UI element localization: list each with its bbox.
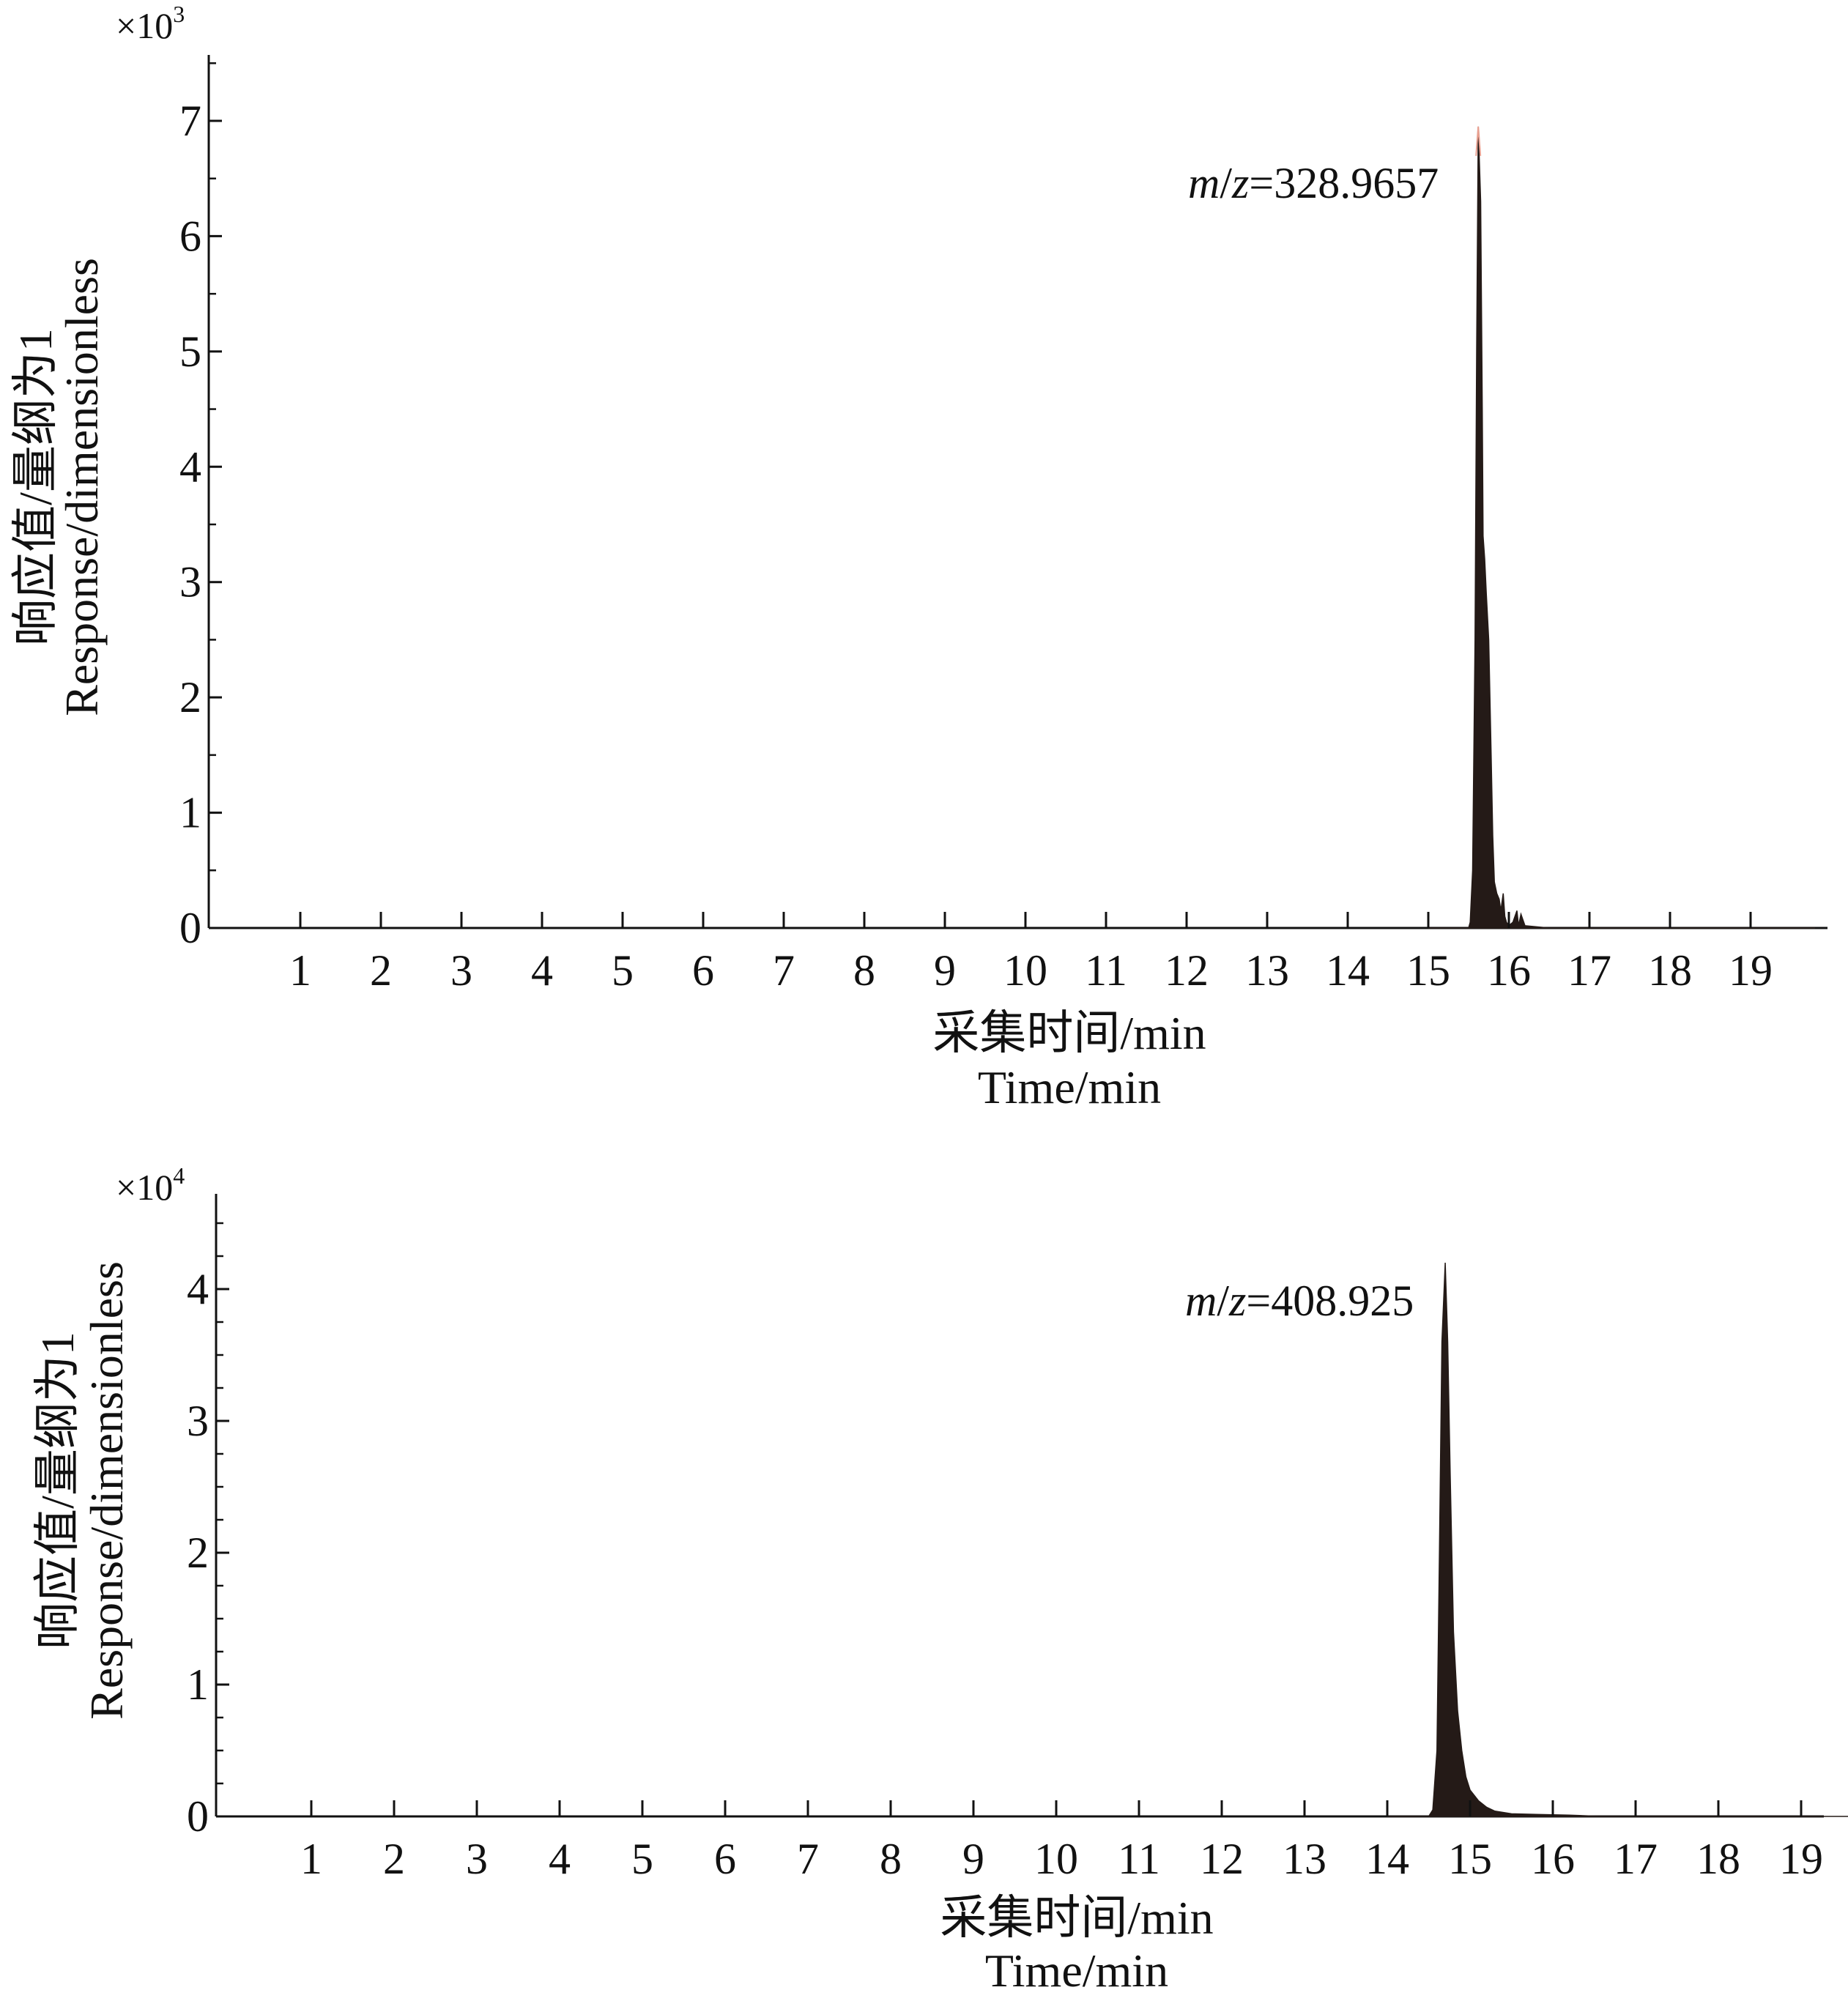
chart-2-x-ticks: 1 2 3 4 5 6 7 8 9 10 11 12 13 14 15 16 17 18 19 — [300, 1800, 1823, 1883]
x-tick-label: 12 — [1200, 1835, 1244, 1883]
y-tick-label: 1 — [179, 789, 201, 837]
chart-1-annotation: m/z=328.9657 — [1188, 159, 1439, 207]
x-tick-label: 5 — [631, 1835, 653, 1883]
x-tick-label: 10 — [1034, 1835, 1078, 1883]
chart-2-annotation: m/z=408.925 — [1185, 1277, 1414, 1325]
x-tick-label: 1 — [289, 946, 311, 995]
y-tick-label: 4 — [187, 1265, 209, 1313]
x-tick-label: 17 — [1614, 1835, 1658, 1883]
chart-1-ylabel-en: Response/dimensionless — [56, 258, 108, 716]
chart-1-peak-area — [1428, 126, 1815, 929]
x-tick-label: 14 — [1365, 1835, 1409, 1883]
y-tick-label: 2 — [179, 673, 201, 721]
x-tick-label: 3 — [450, 946, 472, 995]
y-tick-label: 6 — [179, 212, 201, 260]
x-tick-label: 9 — [962, 1835, 984, 1883]
chart-1-peak-tip — [1475, 126, 1482, 156]
x-tick-label: 6 — [714, 1835, 736, 1883]
x-tick-label: 5 — [612, 946, 634, 995]
chart-2-xlabel-cn: 采集时间/min — [940, 1892, 1213, 1944]
x-tick-label: 18 — [1696, 1835, 1740, 1883]
chart-2-y-multiplier: ×104 — [116, 1162, 185, 1208]
x-tick-label: 13 — [1245, 946, 1289, 995]
y-tick-label: 4 — [179, 442, 201, 491]
x-tick-label: 12 — [1165, 946, 1209, 995]
y-tick-label: 5 — [179, 327, 201, 376]
x-tick-label: 2 — [370, 946, 392, 995]
chart-1-y-multiplier: ×103 — [116, 1, 185, 46]
x-tick-label: 8 — [853, 946, 875, 995]
chart-2-ylabel-cn: 响应值/量纲为1 — [31, 1332, 84, 1649]
chart-2-axes — [215, 1194, 1824, 1818]
x-tick-label: 6 — [692, 946, 714, 995]
x-tick-label: 17 — [1567, 946, 1611, 995]
chart-2-xlabel-en: Time/min — [985, 1945, 1168, 1990]
chart-2-y-ticks: 0 1 2 3 4 — [187, 1222, 229, 1841]
x-tick-label: 1 — [300, 1835, 322, 1883]
chart-1-y-ticks: 0 1 2 3 4 5 6 7 — [179, 62, 222, 952]
y-tick-label: 2 — [187, 1529, 209, 1577]
x-tick-label: 11 — [1118, 1835, 1160, 1883]
y-tick-label: 3 — [187, 1397, 209, 1445]
y-tick-label: 1 — [187, 1660, 209, 1709]
x-tick-label: 3 — [466, 1835, 488, 1883]
x-tick-label: 2 — [383, 1835, 405, 1883]
chart-1-ylabel-cn: 响应值/量纲为1 — [10, 328, 62, 646]
chart-2-peak-area — [1387, 1262, 1848, 1817]
x-tick-label: 8 — [880, 1835, 902, 1883]
chart-1-xlabel-cn: 采集时间/min — [932, 1007, 1206, 1059]
x-tick-label: 4 — [531, 946, 553, 995]
x-tick-label: 13 — [1283, 1835, 1326, 1883]
x-tick-label: 7 — [797, 1835, 819, 1883]
chart-2-ylabel-en: Response/dimensionless — [81, 1261, 133, 1720]
x-tick-label: 15 — [1448, 1835, 1492, 1883]
x-tick-label: 4 — [549, 1835, 571, 1883]
x-tick-label: 19 — [1779, 1835, 1823, 1883]
x-tick-label: 7 — [773, 946, 795, 995]
x-tick-label: 11 — [1085, 946, 1127, 995]
chart-1-xlabel-en: Time/min — [978, 1061, 1161, 1113]
x-tick-label: 14 — [1326, 946, 1370, 995]
y-tick-label: 0 — [179, 904, 201, 952]
y-tick-label: 7 — [179, 97, 201, 145]
x-tick-label: 16 — [1487, 946, 1531, 995]
x-tick-label: 10 — [1003, 946, 1047, 995]
x-tick-label: 9 — [934, 946, 956, 995]
x-tick-label: 16 — [1531, 1835, 1575, 1883]
chart-1-axes — [207, 55, 1827, 929]
y-tick-label: 0 — [187, 1792, 209, 1841]
x-tick-label: 18 — [1648, 946, 1692, 995]
x-tick-label: 19 — [1729, 946, 1773, 995]
x-tick-label: 15 — [1406, 946, 1450, 995]
y-tick-label: 3 — [179, 558, 201, 606]
chart-1-x-ticks: 1 2 3 4 5 6 7 8 9 10 11 12 13 14 15 16 17 18 19 — [289, 912, 1773, 995]
